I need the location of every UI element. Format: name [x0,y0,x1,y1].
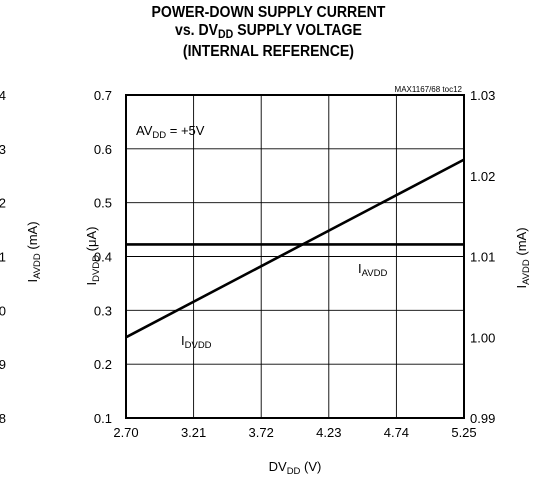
cropped-neighbor-label-sub: AVDD [32,253,43,279]
cropped-neighbor-tick: 8 [0,411,6,426]
title-line-2-pre: vs. DV [174,22,219,39]
y-left-tick-label: 0.7 [94,88,112,103]
x-tick-label: 4.74 [384,425,409,440]
y-left-tick-label: 0.6 [94,142,112,157]
x-axis-label: DVDD (V) [269,459,322,477]
series-label-iavdd-main: I [358,261,362,276]
annotation-sub: DD [152,130,166,141]
series-label-iavdd-sub: AVDD [362,268,388,279]
x-tick-label: 4.23 [316,425,341,440]
title-line-2-sub: DD [218,27,234,41]
cropped-neighbor-tick: 0 [0,303,6,318]
y-axis-label-right-sub: AVDD [521,259,532,285]
y-right-tick-label: 1.03 [470,88,495,103]
y-axis-label-right-main: I [514,285,529,289]
y-right-tick-label: 0.99 [470,411,495,426]
title-line-2: vs. DVDD SUPPLY VOLTAGE [32,22,505,43]
series-label-iavdd: IAVDD [358,261,387,279]
cropped-neighbor-axis-label: IAVDD (mA) [25,221,43,282]
y-axis-label-right-post: (mA) [514,227,529,259]
y-left-tick-label: 0.3 [94,303,112,318]
y-axis-label-left-main: I [84,282,99,286]
cropped-neighbor-tick: 2 [0,196,6,211]
y-right-tick-label: 1.01 [470,250,495,265]
y-axis-label-left-sub: DVDD [91,255,102,282]
y-left-tick-label: 0.1 [94,411,112,426]
y-right-tick-label: 1.00 [470,330,495,345]
y-right-tick-label: 1.02 [470,169,495,184]
x-tick-label: 2.70 [113,425,138,440]
title-line-1: POWER-DOWN SUPPLY CURRENT [151,4,386,21]
annotation-post: = +5V [166,123,205,138]
y-axis-label-left-post: (μA) [84,227,99,255]
chart-title: POWER-DOWN SUPPLY CURRENT vs. DVDD SUPPL… [32,4,505,61]
x-axis-label-post: (V) [300,459,321,474]
series-lines [125,158,465,339]
annotation-main: AV [136,123,153,138]
cropped-neighbor-tick: 9 [0,357,6,372]
cropped-neighbor-tick: 1 [0,250,6,265]
cropped-neighbor-tick: 4 [0,88,6,103]
grid-lines [126,95,464,418]
title-line-3: (INTERNAL REFERENCE) [182,43,354,60]
tick-labels: 2.70 3.21 3.72 4.23 4.74 5.25 0.7 0.6 0.5 0.4 0.3 0… [94,88,495,440]
cropped-neighbor-label-main: I [25,279,40,283]
y-axis-label-right: IAVDD (mA) [514,227,532,288]
supply-annotation: AVDD = +5V [136,123,205,141]
series-line-idvdd [125,158,465,339]
title-line-2-post: SUPPLY VOLTAGE [233,22,362,39]
cropped-neighbor-tick: 3 [0,142,6,157]
x-axis-label-sub: DD [287,466,301,477]
y-left-tick-label: 0.5 [94,196,112,211]
series-label-idvdd: IDVDD [181,333,212,351]
y-left-tick-label: 0.4 [94,250,112,265]
figure-id: MAX1167/68 toc12 [395,85,463,94]
series-label-idvdd-sub: DVDD [185,340,212,351]
series-label-idvdd-main: I [181,333,185,348]
x-tick-label: 3.21 [181,425,206,440]
y-axis-label-left: IDVDD (μA) [84,227,102,286]
x-axis-label-main: DV [269,459,287,474]
x-tick-label: 5.25 [451,425,476,440]
x-tick-label: 3.72 [249,425,274,440]
y-left-tick-label: 0.2 [94,357,112,372]
plot-frame [125,94,465,419]
cropped-neighbor-label-post: (mA) [25,221,40,253]
